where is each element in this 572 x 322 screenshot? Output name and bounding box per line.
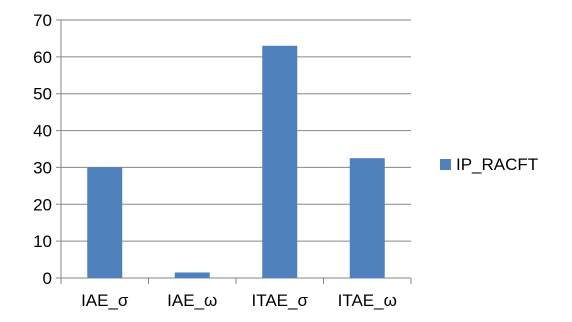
bar-4: [349, 158, 385, 278]
y-tick-label-5: 50: [33, 85, 52, 104]
y-tick-label-3: 30: [33, 158, 52, 177]
bars: [87, 45, 385, 278]
bar-3: [262, 45, 298, 278]
y-axis-tick-labels: 0 10 20 30 40 50 60 70: [33, 11, 52, 288]
x-tick-label-2: IAE_ω: [167, 291, 217, 310]
legend-swatch: [440, 159, 451, 170]
legend: IP_RACFT: [440, 155, 538, 174]
legend-label-ip-racft: IP_RACFT: [456, 155, 538, 174]
y-tick-label-4: 40: [33, 122, 52, 141]
bar-2: [174, 272, 210, 278]
y-tick-label-1: 10: [33, 232, 52, 251]
y-tick-label-7: 70: [33, 11, 52, 30]
y-tick-label-6: 60: [33, 48, 52, 67]
x-axis-tick-labels: IAE_σ IAE_ω ITAE_σ ITAE_ω: [81, 291, 397, 310]
bar-1: [87, 167, 123, 278]
y-tick-label-0: 0: [43, 269, 52, 288]
x-tick-label-1: IAE_σ: [81, 291, 129, 310]
y-tick-label-2: 20: [33, 195, 52, 214]
x-tick-label-3: ITAE_σ: [252, 291, 309, 310]
x-tick-label-4: ITAE_ω: [338, 291, 397, 310]
axes: [60, 20, 412, 284]
